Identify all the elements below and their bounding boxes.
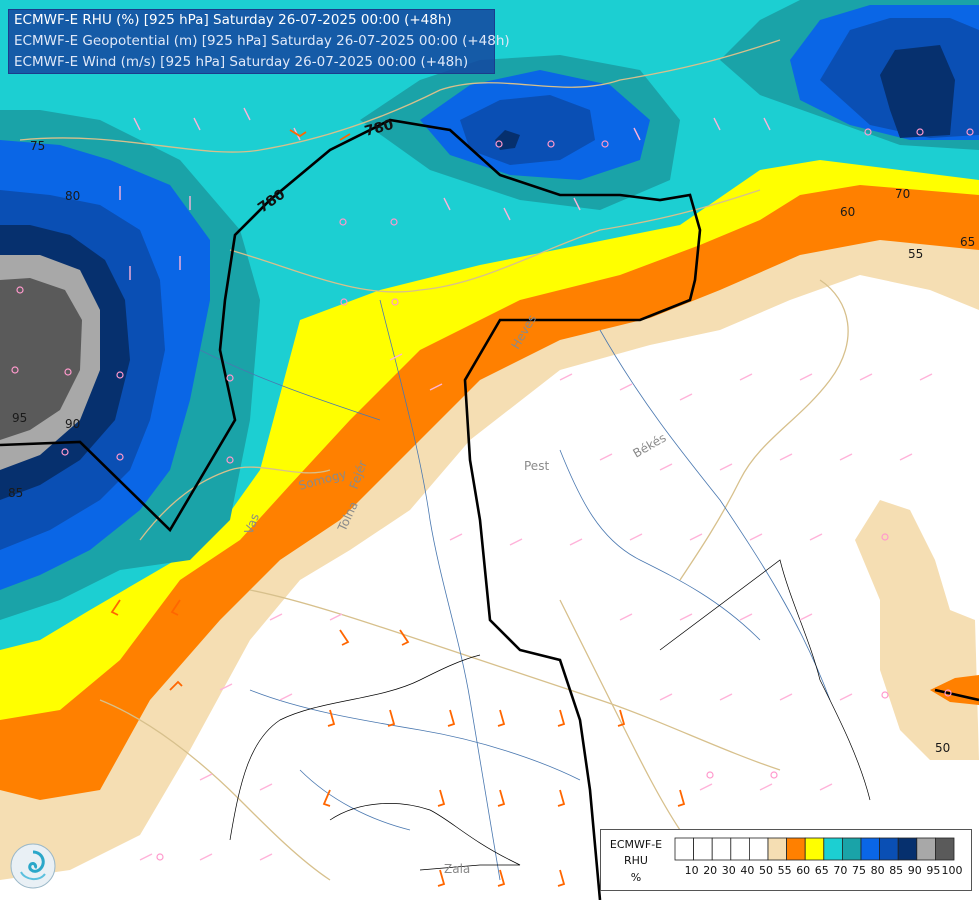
rhu-band-90-north xyxy=(495,130,520,150)
legend-colorbar: 10 20 30 40 50 55 60 65 70 75 80 85 90 95 100 xyxy=(674,837,963,877)
legend-tick-label: 50 xyxy=(759,864,773,877)
legend-tick-label: 100 xyxy=(942,864,963,877)
legend-swatch xyxy=(860,837,881,861)
legend-swatch xyxy=(749,837,769,861)
rhu-band-90-ne xyxy=(880,45,955,138)
legend-swatch xyxy=(841,837,862,861)
calm-markers xyxy=(11,128,974,861)
geopotential-label-780-north: 780 xyxy=(363,117,396,140)
legend-swatch xyxy=(804,837,825,861)
legend-tick-label: 75 xyxy=(852,864,866,877)
legend-tick-label: 95 xyxy=(926,864,940,877)
region-label-vas: Vas xyxy=(242,512,262,536)
rivers xyxy=(199,299,831,881)
geopotential-contour xyxy=(0,118,979,900)
legend-tick-label: 55 xyxy=(778,864,792,877)
legend-tick-label: 70 xyxy=(833,864,847,877)
legend-tick-label: 80 xyxy=(871,864,885,877)
legend-swatch xyxy=(934,837,955,861)
rhu-contour-label-50: 50 xyxy=(935,741,950,755)
rhu-band-85-north xyxy=(460,95,595,165)
legend-swatch xyxy=(674,837,695,861)
title-geopotential: ECMWF-E Geopotential (m) [925 hPa] Satur… xyxy=(14,33,510,49)
region-label-somogy: Somogy xyxy=(297,467,348,493)
legend-swatch xyxy=(767,837,788,861)
rhu-contour-label-90: 90 xyxy=(65,417,80,431)
rhu-band-100-west xyxy=(0,278,82,440)
region-label-heves: Heves xyxy=(508,312,539,351)
legend-swatch xyxy=(711,837,732,861)
legend-tick-label: 60 xyxy=(796,864,810,877)
wind-barbs-light xyxy=(119,107,933,861)
legend-swatch xyxy=(879,837,899,861)
legend-swatch xyxy=(916,837,936,861)
region-label-tolna: Tolna xyxy=(335,499,361,534)
title-wind: ECMWF-E Wind (m/s) [925 hPa] Saturday 26… xyxy=(14,54,469,70)
legend-swatch xyxy=(786,837,806,861)
rhu-contour-label-85: 85 xyxy=(8,486,23,500)
color-legend: ECMWF-E RHU % 10 20 30 40 50 55 60 65 70 75 80 85 90… xyxy=(600,829,972,891)
admin-lines xyxy=(229,559,871,871)
legend-tick-label: 10 xyxy=(685,864,699,877)
title-rhu: ECMWF-E RHU (%) [925 hPa] Saturday 26-07… xyxy=(14,12,452,28)
rhu-contour-label-70: 70 xyxy=(895,187,910,201)
legend-tick-label: 40 xyxy=(740,864,754,877)
rhu-band-70 xyxy=(0,0,979,650)
legend-swatch xyxy=(693,837,713,861)
legend-model: ECMWF-E xyxy=(609,838,663,851)
rhu-contour-label-95: 95 xyxy=(12,411,27,425)
rhu-contour-label-60: 60 xyxy=(840,205,855,219)
rhu-contour-label-75: 75 xyxy=(30,139,45,153)
legend-tick-label: 65 xyxy=(815,864,829,877)
legend-variable: RHU xyxy=(624,854,648,867)
map-title-box: ECMWF-E RHU (%) [925 hPa] Saturday 26-07… xyxy=(8,9,510,74)
region-label-fejer: Fejér xyxy=(347,459,370,491)
legend-unit: % xyxy=(630,871,642,884)
logo-icon xyxy=(10,843,56,889)
region-label-pest: Pest xyxy=(524,459,549,473)
region-label-bekes: Békés xyxy=(631,431,669,461)
borders xyxy=(19,39,849,881)
geopotential-label-780-west: 780 xyxy=(255,186,288,216)
region-label-zala: Zala xyxy=(444,862,470,876)
legend-swatch xyxy=(823,837,843,861)
legend-tick-label: 30 xyxy=(722,864,736,877)
rhu-contour-label-65: 65 xyxy=(960,235,975,249)
legend-tick-label: 90 xyxy=(908,864,922,877)
legend-tick-label: 85 xyxy=(889,864,903,877)
legend-tick-label: 20 xyxy=(703,864,717,877)
legend-swatch xyxy=(897,837,918,861)
rhu-field xyxy=(0,0,979,880)
rhu-contour-label-55: 55 xyxy=(908,247,923,261)
rhu-contour-label-80: 80 xyxy=(65,189,80,203)
legend-swatch xyxy=(730,837,750,861)
wind-barbs-strong xyxy=(110,129,686,887)
